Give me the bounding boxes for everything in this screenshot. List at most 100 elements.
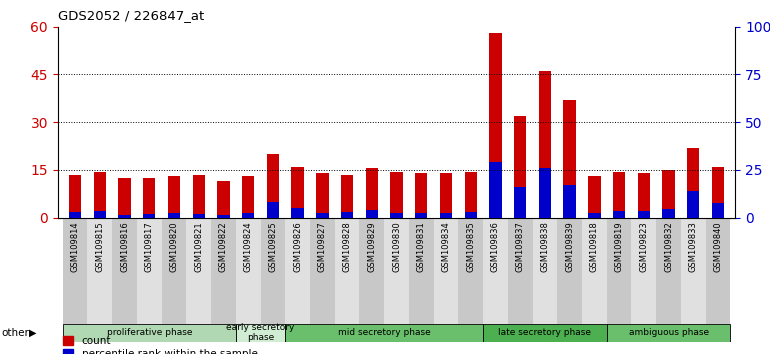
Bar	[711, 167, 725, 218]
Bar	[242, 213, 254, 218]
Bar	[434, 218, 458, 324]
Bar	[607, 218, 631, 324]
Text: GSM109834: GSM109834	[441, 221, 450, 272]
Bar	[533, 218, 557, 324]
Text: GSM109829: GSM109829	[367, 221, 377, 272]
Bar	[631, 218, 656, 324]
Bar	[236, 324, 285, 342]
Bar	[217, 215, 229, 218]
Bar	[192, 214, 205, 218]
Bar	[242, 176, 254, 218]
Bar	[613, 172, 625, 218]
Bar	[711, 203, 725, 218]
Bar	[143, 214, 156, 218]
Bar	[483, 218, 508, 324]
Bar	[508, 218, 533, 324]
Bar	[564, 100, 576, 218]
Text: GSM109820: GSM109820	[169, 221, 179, 272]
Bar	[415, 173, 427, 218]
Text: GSM109839: GSM109839	[565, 221, 574, 272]
Bar	[564, 185, 576, 218]
Bar	[514, 187, 527, 218]
Text: GSM109825: GSM109825	[269, 221, 277, 272]
Bar	[458, 218, 483, 324]
Bar	[341, 175, 353, 218]
Bar	[292, 167, 304, 218]
Bar	[94, 211, 106, 218]
Bar	[483, 324, 607, 342]
Bar	[316, 173, 329, 218]
Bar	[211, 218, 236, 324]
Bar	[390, 213, 403, 218]
Bar	[539, 71, 551, 218]
Text: GSM109821: GSM109821	[194, 221, 203, 272]
Bar	[119, 215, 131, 218]
Bar	[310, 218, 335, 324]
Text: GSM109814: GSM109814	[71, 221, 79, 272]
Text: GSM109836: GSM109836	[491, 221, 500, 272]
Text: ambiguous phase: ambiguous phase	[628, 328, 708, 337]
Bar	[69, 212, 82, 218]
Bar	[705, 218, 731, 324]
Bar	[539, 168, 551, 218]
Bar	[69, 175, 82, 218]
Bar	[415, 213, 427, 218]
Bar	[260, 218, 285, 324]
Text: GSM109840: GSM109840	[714, 221, 722, 272]
Bar	[489, 162, 501, 218]
Text: GSM109818: GSM109818	[590, 221, 599, 272]
Bar	[168, 213, 180, 218]
Text: GSM109816: GSM109816	[120, 221, 129, 272]
Text: GSM109819: GSM109819	[614, 221, 624, 272]
Bar	[557, 218, 582, 324]
Bar	[384, 218, 409, 324]
Bar	[464, 212, 477, 218]
Text: ▶: ▶	[29, 328, 37, 338]
Bar	[360, 218, 384, 324]
Bar	[316, 213, 329, 218]
Bar	[292, 208, 304, 218]
Bar	[236, 218, 260, 324]
Bar	[656, 218, 681, 324]
Text: GSM109828: GSM109828	[343, 221, 352, 272]
Bar	[192, 175, 205, 218]
Bar	[588, 176, 601, 218]
Bar	[137, 218, 162, 324]
Bar	[285, 218, 310, 324]
Bar	[687, 191, 699, 218]
Text: GSM109823: GSM109823	[639, 221, 648, 272]
Bar	[638, 173, 650, 218]
Bar	[662, 209, 675, 218]
Bar	[366, 210, 378, 218]
Bar	[112, 218, 137, 324]
Text: GSM109838: GSM109838	[541, 221, 550, 272]
Bar	[390, 172, 403, 218]
Text: GSM109835: GSM109835	[467, 221, 475, 272]
Bar	[94, 172, 106, 218]
Text: GSM109833: GSM109833	[689, 221, 698, 272]
Bar	[119, 178, 131, 218]
Bar	[662, 170, 675, 218]
Bar	[588, 213, 601, 218]
Bar	[266, 202, 279, 218]
Bar	[168, 176, 180, 218]
Text: GSM109832: GSM109832	[664, 221, 673, 272]
Text: other: other	[2, 328, 29, 338]
Bar	[366, 169, 378, 218]
Bar	[681, 218, 705, 324]
Text: GSM109826: GSM109826	[293, 221, 302, 272]
Bar	[88, 218, 112, 324]
Text: mid secretory phase: mid secretory phase	[338, 328, 430, 337]
Bar	[409, 218, 434, 324]
Bar	[217, 181, 229, 218]
Bar	[186, 218, 211, 324]
Bar	[162, 218, 186, 324]
Bar	[464, 172, 477, 218]
Text: GDS2052 / 226847_at: GDS2052 / 226847_at	[58, 9, 204, 22]
Bar	[335, 218, 360, 324]
Bar	[62, 218, 88, 324]
Legend: count, percentile rank within the sample: count, percentile rank within the sample	[63, 336, 258, 354]
Text: early secretory
phase: early secretory phase	[226, 323, 295, 342]
Bar	[514, 116, 527, 218]
Bar	[638, 211, 650, 218]
